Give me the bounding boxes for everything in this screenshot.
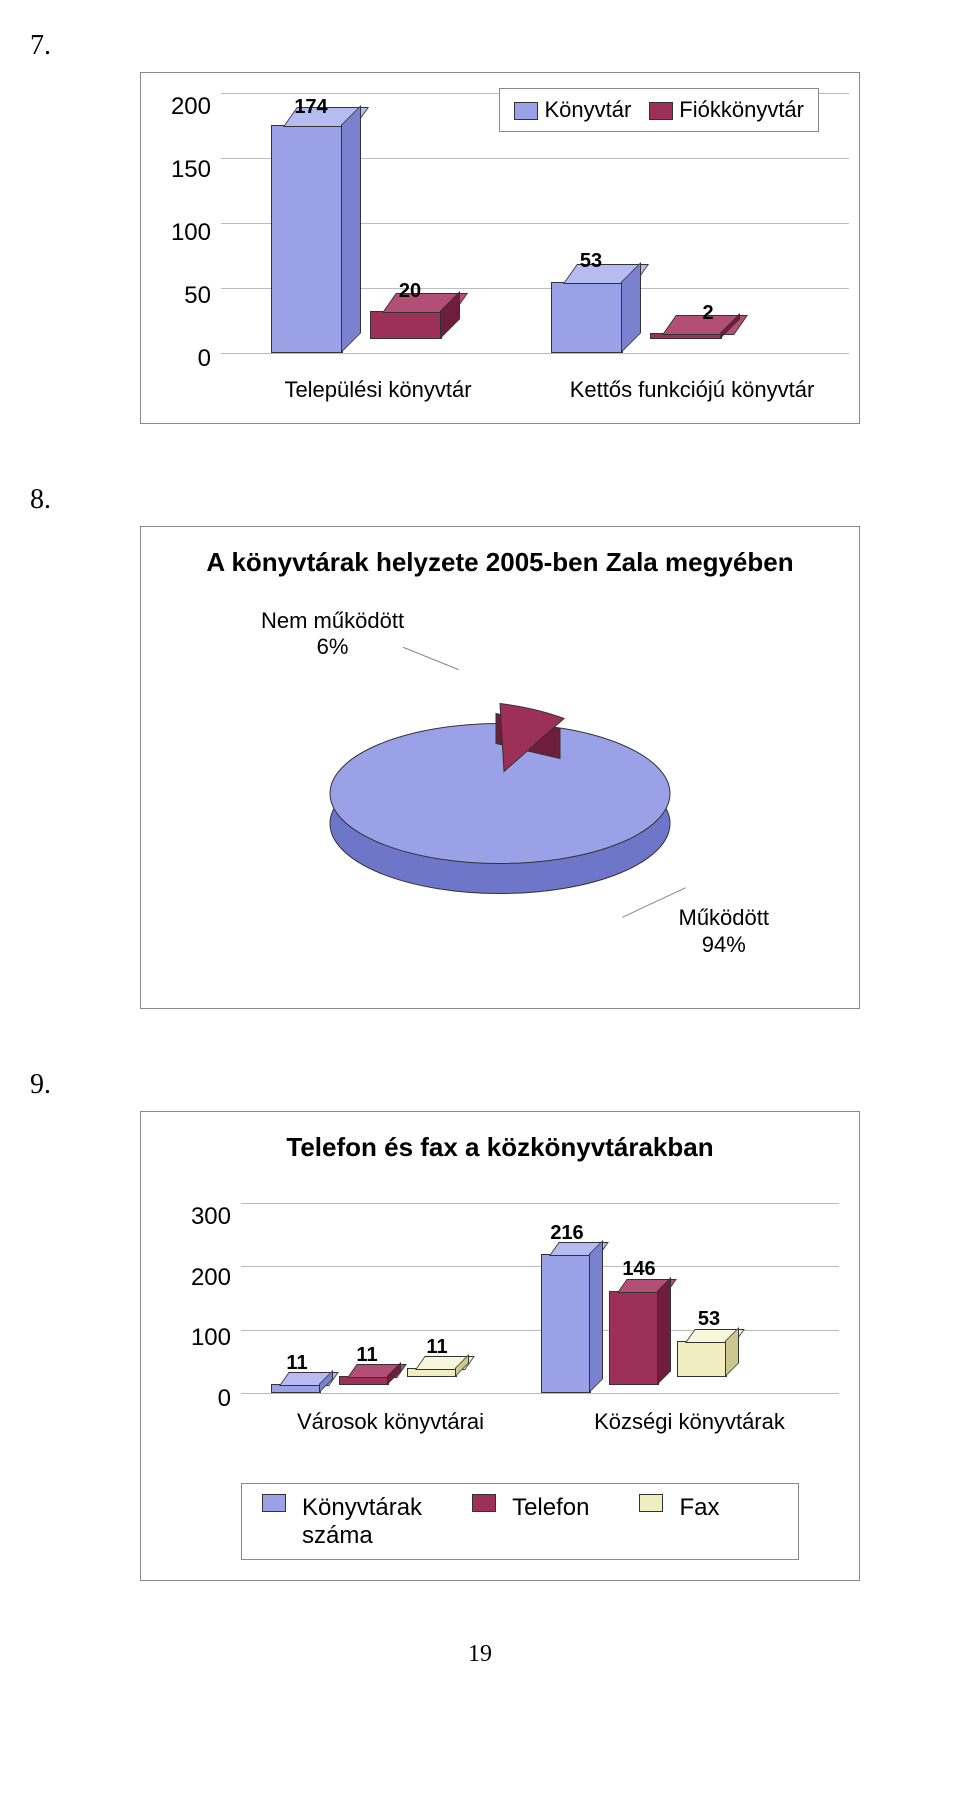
x-category-label: Városok könyvtárai bbox=[241, 1409, 540, 1435]
legend-item: Könyvtárakszáma bbox=[262, 1494, 422, 1549]
chart-1-xlabels: Települési könyvtár Kettős funkciójú kön… bbox=[221, 377, 849, 403]
slice-percent: 94% bbox=[702, 932, 746, 957]
chart-1-yaxis: 200 150 100 50 0 bbox=[151, 93, 211, 373]
chart-1-box: 200 150 100 50 0 Könyvtár Fiókkönyvtár bbox=[140, 72, 860, 424]
legend-label: Könyvtárakszáma bbox=[302, 1494, 422, 1549]
bar-value-label: 11 bbox=[267, 1352, 327, 1375]
ytick: 200 bbox=[151, 93, 211, 121]
slice-name: Nem működött bbox=[261, 608, 404, 633]
chart-2-box: A könyvtárak helyzete 2005-ben Zala megy… bbox=[140, 526, 860, 1009]
pie-3d bbox=[310, 694, 690, 919]
ytick: 100 bbox=[151, 219, 211, 247]
legend-item: Fax bbox=[639, 1494, 719, 1522]
section-number-8: 8. bbox=[30, 484, 960, 516]
bar-value-label: 53 bbox=[561, 250, 621, 273]
legend-label: Könyvtár bbox=[544, 97, 631, 122]
chart-1-legend: Könyvtár Fiókkönyvtár bbox=[499, 88, 819, 132]
chart-3-title: Telefon és fax a közkönyvtárakban bbox=[161, 1132, 839, 1163]
chart-3-box: Telefon és fax a közkönyvtárakban 300 20… bbox=[140, 1111, 860, 1581]
legend-item: Telefon bbox=[472, 1494, 589, 1522]
legend-label: Telefon bbox=[512, 1494, 589, 1522]
ytick: 0 bbox=[161, 1385, 231, 1413]
legend-item: Fiókkönyvtár bbox=[649, 97, 804, 123]
bar-value-label: 20 bbox=[380, 280, 440, 303]
ytick: 100 bbox=[161, 1324, 231, 1352]
chart-1-plot: Könyvtár Fiókkönyvtár 174 bbox=[221, 93, 849, 413]
x-category-label: Települési könyvtár bbox=[221, 377, 535, 403]
x-category-label: Kettős funkciójú könyvtár bbox=[535, 377, 849, 403]
legend-label: Fiókkönyvtár bbox=[679, 97, 804, 122]
section-number-7: 7. bbox=[30, 30, 960, 62]
bar-value-label: 216 bbox=[537, 1222, 597, 1245]
ytick: 0 bbox=[151, 345, 211, 373]
bar-value-label: 11 bbox=[407, 1336, 467, 1359]
legend-label: Fax bbox=[679, 1494, 719, 1522]
bar-value-label: 2 bbox=[678, 302, 738, 325]
chart-3-legend: Könyvtárakszáma Telefon Fax bbox=[241, 1483, 799, 1560]
bar-value-label: 11 bbox=[337, 1344, 397, 1367]
x-category-label: Községi könyvtárak bbox=[540, 1409, 839, 1435]
ytick: 50 bbox=[151, 282, 211, 310]
legend-item: Könyvtár bbox=[514, 97, 631, 123]
bar-value-label: 146 bbox=[609, 1258, 669, 1281]
pie-slice-label: Működött 94% bbox=[679, 905, 770, 958]
pie-slice-label: Nem működött 6% bbox=[261, 608, 404, 661]
slice-percent: 6% bbox=[317, 634, 349, 659]
chart-3-plot: 11 11 11 bbox=[241, 1203, 839, 1463]
bar-value-label: 174 bbox=[281, 96, 341, 119]
page-number: 19 bbox=[0, 1641, 960, 1668]
slice-name: Működött bbox=[679, 905, 770, 930]
chart-2-title: A könyvtárak helyzete 2005-ben Zala megy… bbox=[171, 547, 829, 578]
ytick: 150 bbox=[151, 156, 211, 184]
chart-3-yaxis: 300 200 100 0 bbox=[161, 1203, 231, 1413]
ytick: 300 bbox=[161, 1203, 231, 1231]
bar-value-label: 53 bbox=[679, 1308, 739, 1331]
chart-3-xlabels: Városok könyvtárai Községi könyvtárak bbox=[241, 1409, 839, 1435]
section-number-9: 9. bbox=[30, 1069, 960, 1101]
ytick: 200 bbox=[161, 1264, 231, 1292]
